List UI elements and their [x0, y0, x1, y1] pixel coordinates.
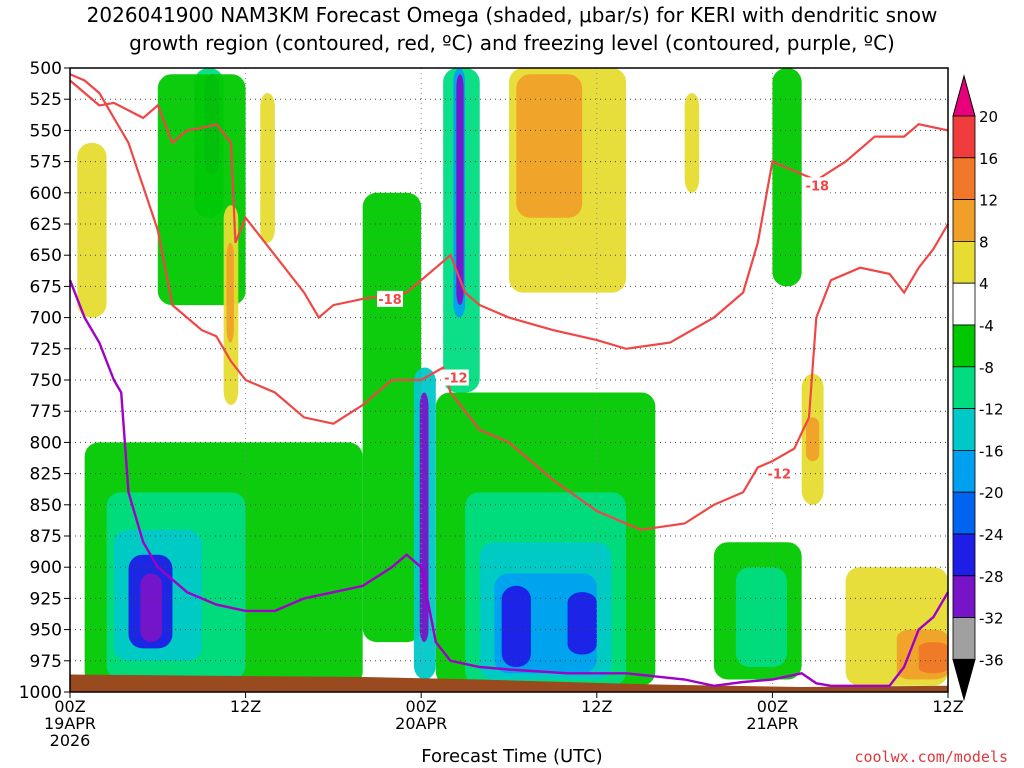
- omega-cell: [77, 142, 107, 318]
- y-tick-label: 975: [30, 652, 62, 672]
- omega-cell: [567, 592, 597, 655]
- omega-cell: [456, 74, 464, 306]
- contour-label-minus12-right: -12: [768, 468, 792, 483]
- colorbar-segment: [952, 324, 976, 368]
- omega-cell: [260, 92, 275, 243]
- x-tick-label: 20APR: [395, 714, 447, 733]
- y-tick-label: 1000: [19, 683, 62, 703]
- omega-cell: [772, 68, 802, 287]
- y-tick-label: 900: [30, 558, 62, 578]
- colorbar-label: -28: [979, 568, 1004, 586]
- y-tick-label: 550: [30, 121, 62, 141]
- colorbar-label: -20: [979, 484, 1004, 502]
- colorbar-bottom-arrow: [952, 658, 976, 702]
- contour-label-minus18: -18: [378, 293, 402, 308]
- x-tick-label: 12Z: [230, 697, 261, 716]
- colorbar-label: -8: [979, 359, 994, 377]
- contour-label-minus12-right-bg: [766, 465, 793, 482]
- colorbar-label: 12: [979, 192, 998, 210]
- y-tick-label: 875: [30, 527, 62, 547]
- colorbar-segment: [952, 240, 976, 284]
- x-tick-label: 21APR: [746, 714, 798, 733]
- colorbar-label: -4: [979, 317, 994, 335]
- contour-label-minus18-right: -18: [806, 179, 830, 194]
- y-tick-label: 950: [30, 621, 62, 641]
- colorbar-label: -12: [979, 401, 1004, 419]
- omega-cell: [735, 567, 788, 668]
- y-tick-label: 775: [30, 402, 62, 422]
- x-tick-label: 12Z: [581, 697, 612, 716]
- colorbar-segment: [952, 491, 976, 535]
- chart-title-line-1: 2026041900 NAM3KM Forecast Omega (shaded…: [86, 3, 938, 27]
- credit-text: coolwx.com/models: [854, 748, 1008, 766]
- omega-cell: [419, 392, 429, 643]
- terrain-surface: [70, 674, 948, 692]
- omega-cell: [684, 92, 700, 193]
- contour-label-minus12: -12: [444, 372, 468, 387]
- colorbar-segment: [952, 575, 976, 618]
- y-tick-label: 575: [30, 153, 62, 173]
- y-tick-label: 525: [30, 90, 62, 110]
- omega-cell: [362, 192, 422, 643]
- contour-label-minus18-bg: [377, 290, 404, 307]
- omega-cell: [501, 585, 531, 668]
- omega-cell: [226, 242, 234, 343]
- colorbar-segment: [952, 282, 976, 326]
- freezing-level-contour: [68, 279, 950, 688]
- colorbar-segment: [952, 199, 976, 242]
- y-tick-label: 750: [30, 371, 62, 391]
- colorbar-top-arrow: [952, 74, 976, 117]
- y-tick-label: 675: [30, 277, 62, 297]
- y-tick-label: 850: [30, 496, 62, 516]
- y-tick-label: 700: [30, 309, 62, 329]
- colorbar-segment: [952, 617, 976, 660]
- colorbar-label: -16: [979, 442, 1004, 460]
- colorbar-label: 4: [979, 275, 989, 293]
- y-tick-label: 725: [30, 340, 62, 360]
- colorbar-segment: [952, 449, 976, 493]
- colorbar-label: -36: [979, 651, 1004, 669]
- dendritic-contour-minus12: [69, 73, 949, 531]
- colorbar-label: -32: [979, 610, 1004, 628]
- omega-cell: [140, 573, 163, 643]
- chart-title-line-2: growth region (contoured, red, ºC) and f…: [129, 31, 895, 55]
- contour-label-minus12-bg: [442, 369, 469, 386]
- x-axis-label: Forecast Time (UTC): [421, 746, 603, 767]
- colorbar-segment: [952, 115, 976, 159]
- omega-cell: [918, 642, 948, 674]
- colorbar-label: -24: [979, 526, 1004, 544]
- x-tick-label: 00Z: [54, 697, 85, 716]
- x-tick-label: 19APR: [44, 714, 96, 733]
- x-tick-label: 12Z: [932, 697, 963, 716]
- y-tick-label: 625: [30, 215, 62, 235]
- colorbar-segment: [952, 157, 976, 201]
- y-tick-label: 925: [30, 589, 62, 609]
- y-tick-label: 500: [30, 59, 62, 79]
- x-tick-label: 2026: [50, 731, 91, 750]
- colorbar-label: 16: [979, 150, 998, 168]
- y-tick-label: 825: [30, 465, 62, 485]
- omega-cell: [806, 417, 820, 462]
- colorbar-label: 20: [979, 108, 998, 126]
- colorbar-segment: [952, 533, 976, 577]
- x-tick-label: 00Z: [757, 697, 788, 716]
- y-tick-label: 650: [30, 246, 62, 266]
- y-tick-label: 800: [30, 433, 62, 453]
- colorbar-label: 8: [979, 233, 989, 251]
- contour-label-minus18-right-bg: [804, 177, 831, 194]
- colorbar-segment: [952, 408, 976, 451]
- colorbar-segment: [952, 366, 976, 409]
- x-tick-label: 00Z: [406, 697, 437, 716]
- y-tick-label: 600: [30, 184, 62, 204]
- omega-cell: [516, 74, 583, 218]
